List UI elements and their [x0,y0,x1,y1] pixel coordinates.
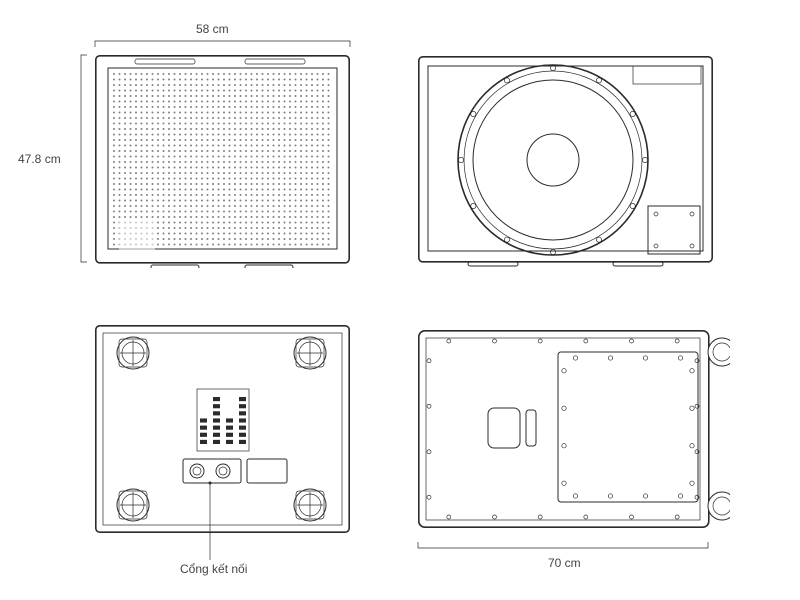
depth-label: 70 cm [548,556,581,570]
width-label: 58 cm [196,22,229,36]
port-label: Cổng kết nối [180,562,247,576]
top-view-diagram [418,330,730,528]
height-label: 47.8 cm [18,152,61,166]
rear-view-diagram [95,325,350,533]
driver-view-diagram [418,56,713,267]
front-view-diagram [95,55,350,268]
